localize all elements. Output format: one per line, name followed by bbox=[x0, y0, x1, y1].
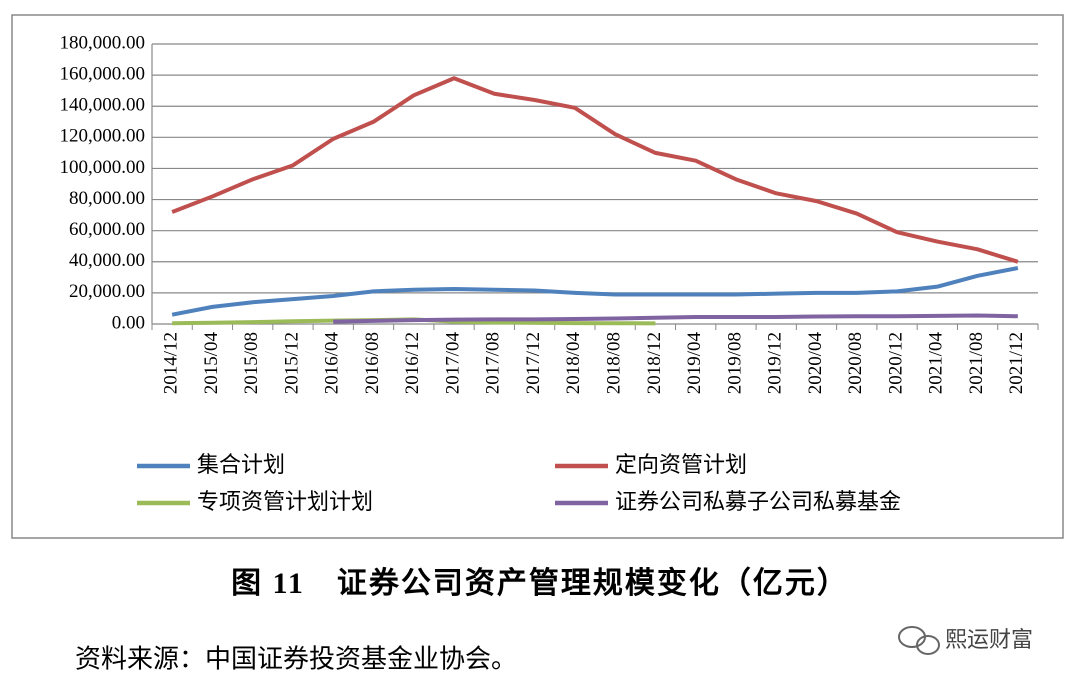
series-line bbox=[171, 76, 1019, 264]
x-tick-label: 2020/08 bbox=[845, 332, 866, 394]
x-tick-label: 2019/08 bbox=[724, 332, 745, 394]
caption: 图 11 证券公司资产管理规模变化（亿元） bbox=[231, 566, 849, 600]
x-tick-label: 2015/08 bbox=[241, 332, 262, 394]
chart-frame bbox=[11, 14, 1064, 539]
x-tick-label: 2020/12 bbox=[885, 332, 906, 394]
legend-label: 定向资管计划 bbox=[615, 453, 747, 478]
x-tick-label: 2019/12 bbox=[765, 332, 786, 394]
watermark: 熙运财富 bbox=[945, 628, 1033, 653]
x-tick-label: 2021/12 bbox=[1006, 332, 1027, 394]
x-tick-label: 2015/12 bbox=[281, 332, 302, 394]
y-tick-label: 100,000.00 bbox=[60, 157, 146, 178]
x-tick-label: 2021/04 bbox=[926, 332, 947, 395]
y-tick-label: 80,000.00 bbox=[69, 188, 145, 209]
x-tick-label: 2018/04 bbox=[563, 332, 584, 395]
x-tick-label: 2016/12 bbox=[402, 332, 423, 394]
y-tick-label: 160,000.00 bbox=[60, 63, 146, 84]
x-tick-label: 2016/08 bbox=[362, 332, 383, 394]
x-tick-label: 2018/08 bbox=[603, 332, 624, 394]
y-tick-label: 0.00 bbox=[112, 312, 145, 333]
legend-label: 集合计划 bbox=[197, 453, 285, 478]
y-tick-label: 120,000.00 bbox=[60, 126, 146, 147]
y-tick-label: 20,000.00 bbox=[69, 281, 145, 302]
x-tick-label: 2017/12 bbox=[523, 332, 544, 394]
series-line bbox=[333, 313, 1018, 324]
legend-label: 证券公司私募子公司私募基金 bbox=[615, 490, 901, 515]
y-tick-label: 60,000.00 bbox=[69, 219, 145, 240]
x-tick-label: 2021/08 bbox=[966, 332, 987, 394]
watermark-icon bbox=[898, 626, 940, 655]
x-tick-label: 2016/04 bbox=[322, 332, 343, 395]
x-tick-label: 2015/04 bbox=[201, 332, 222, 395]
y-tick-label: 180,000.00 bbox=[60, 32, 146, 53]
y-tick-label: 40,000.00 bbox=[69, 250, 145, 271]
x-tick-label: 2019/04 bbox=[684, 332, 705, 395]
series-line bbox=[171, 266, 1019, 317]
source: 资料来源：中国证券投资基金业协会。 bbox=[75, 645, 517, 675]
y-tick-label: 140,000.00 bbox=[60, 95, 146, 116]
legend-label: 专项资管计划计划 bbox=[197, 490, 373, 515]
x-tick-label: 2020/04 bbox=[805, 332, 826, 395]
x-tick-label: 2017/04 bbox=[442, 332, 463, 395]
x-tick-label: 2014/12 bbox=[160, 332, 181, 394]
x-tick-label: 2018/12 bbox=[644, 332, 665, 394]
x-tick-label: 2017/08 bbox=[483, 332, 504, 394]
